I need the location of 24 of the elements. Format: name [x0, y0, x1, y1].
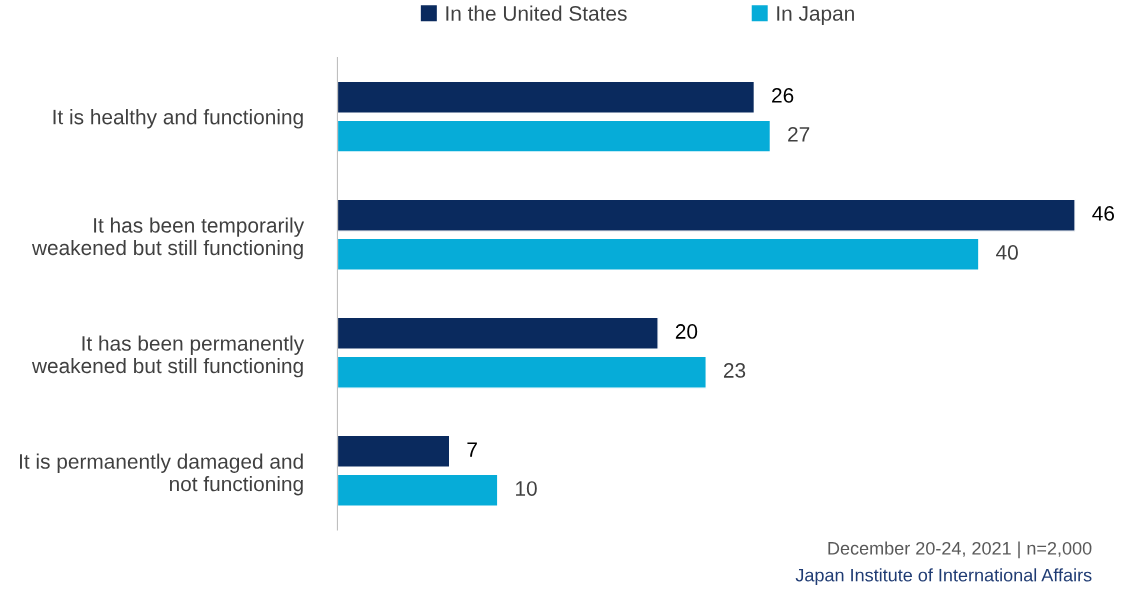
- bar: [337, 355, 707, 389]
- data-label: 7: [467, 442, 477, 457]
- bar: [337, 434, 451, 468]
- bar: [337, 198, 1076, 232]
- y-tick-label: It is healthy and functioning: [53, 109, 303, 129]
- bar: [337, 473, 499, 507]
- data-label: 10: [516, 481, 537, 496]
- y-tick-label: It is permanently damaged and not functioning: [20, 453, 303, 496]
- data-label: 23: [723, 363, 746, 378]
- data-label: 26: [772, 88, 794, 103]
- text: December 20-24, 2021 | n=2,000: [828, 541, 1092, 559]
- bar: [337, 119, 772, 153]
- bar: [337, 237, 980, 271]
- data-label: 27: [788, 126, 810, 142]
- bar: [337, 80, 756, 114]
- data-label: 20: [675, 324, 698, 339]
- data-label: 40: [996, 245, 1018, 260]
- bar: [337, 316, 659, 350]
- legend-label: In Japan: [777, 6, 854, 25]
- legend-label: In the United States: [446, 5, 627, 21]
- y-tick-label: It has been permanently weakened but still functioning: [31, 335, 305, 378]
- y-tick-label: It has been temporarily weakened but still functioning: [31, 217, 305, 260]
- data-label: 46: [1092, 206, 1115, 221]
- text: Japan Institute of International Affairs: [795, 568, 1092, 586]
